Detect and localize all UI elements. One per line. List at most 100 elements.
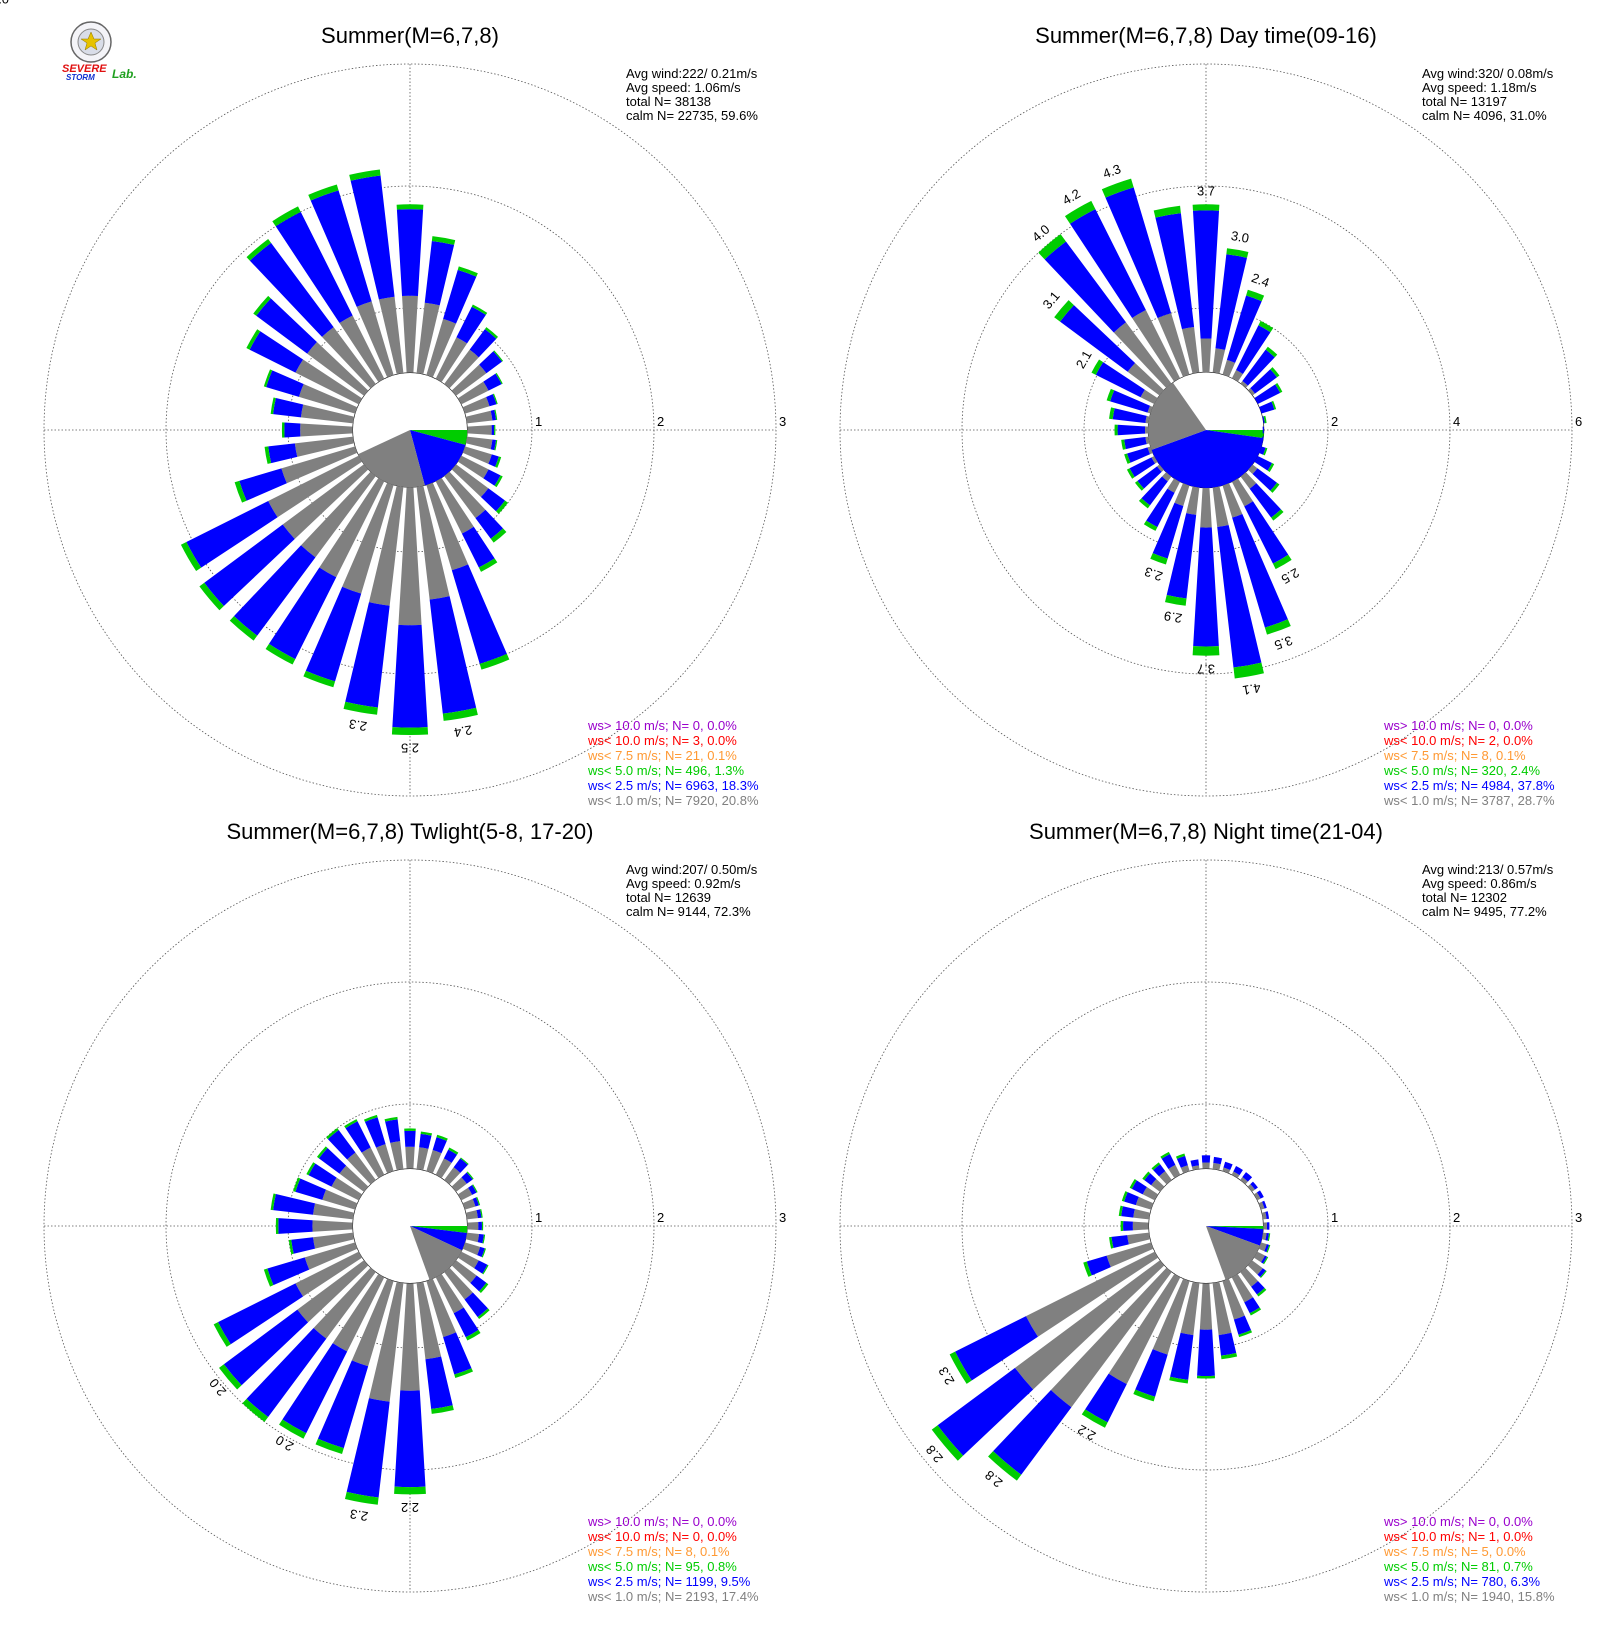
bar-segment-lt1 <box>298 383 358 414</box>
direction-bar-170 <box>1212 486 1264 679</box>
bar-segment-lt5 <box>213 1322 231 1347</box>
bar-segment-lt1 <box>465 1210 478 1220</box>
direction-bar-70 <box>462 393 498 414</box>
direction-bar-100 <box>465 1232 486 1244</box>
direction-bar-280 <box>1109 407 1150 424</box>
bar-segment-lt1 <box>1132 1221 1149 1231</box>
direction-bar-270 <box>281 422 353 438</box>
bar-segment-lt5 <box>344 1491 379 1505</box>
sector-value-label: 2.4 <box>453 722 473 740</box>
direction-bar-330 <box>1160 1151 1181 1179</box>
bar-segment-lt2_5 <box>1137 466 1162 489</box>
direction-bar-340 <box>1175 1153 1190 1174</box>
bar-segment-lt1 <box>356 301 394 378</box>
direction-bar-260 <box>288 1232 355 1255</box>
bar-segment-lt2_5 <box>392 624 428 728</box>
sector-value-label: 2.8 <box>982 1467 1005 1490</box>
bar-segment-lt1 <box>1113 322 1172 388</box>
bar-segment-lt1 <box>1180 1281 1200 1336</box>
legend-entry: ws< 1.0 m/s; N= 2193, 17.4% <box>587 1589 759 1604</box>
bar-segment-lt2_5 <box>443 1332 472 1375</box>
direction-bar-140 <box>1240 1267 1267 1297</box>
bar-segment-lt1 <box>347 1152 376 1185</box>
bar-segment-lt5 <box>264 446 272 464</box>
bar-segment-lt2_5 <box>1070 209 1146 318</box>
direction-bar-310 <box>253 295 369 396</box>
calm-hub-sector <box>1151 430 1264 488</box>
sector-value-label: 2.3 <box>349 1506 369 1524</box>
bar-segment-lt5 <box>316 1146 328 1159</box>
direction-bar-100 <box>1261 436 1264 444</box>
bar-segment-lt1 <box>313 1203 355 1220</box>
direction-bar-130 <box>1248 464 1280 493</box>
direction-bar-260 <box>1109 1232 1151 1249</box>
direction-bar-100 <box>1261 1232 1271 1241</box>
direction-bar-150 <box>1231 1273 1262 1316</box>
direction-bar-70 <box>462 1196 481 1210</box>
legend-entry: ws< 10.0 m/s; N= 1, 0.0% <box>1383 1529 1533 1544</box>
bar-segment-lt1 <box>1127 362 1164 396</box>
bar-segment-lt2_5 <box>474 1260 488 1274</box>
ring-label: 1 <box>535 414 542 429</box>
bar-segment-lt2_5 <box>1190 1159 1199 1167</box>
bar-segment-lt5 <box>1169 1376 1189 1384</box>
bar-segment-lt2_5 <box>1250 1181 1258 1190</box>
direction-bar-160 <box>1222 1278 1253 1338</box>
bar-segment-lt2_5 <box>1233 1315 1252 1335</box>
bar-segment-lt5 <box>1083 1261 1092 1277</box>
bar-segment-lt2_5 <box>468 1185 477 1195</box>
bar-segment-lt1 <box>331 1177 363 1201</box>
bar-segment-lt1 <box>313 1267 376 1339</box>
bar-segment-lt5 <box>270 1193 276 1211</box>
direction-bar-10 <box>1212 1156 1223 1171</box>
bar-segment-lt1 <box>1240 381 1248 388</box>
bar-segment-lt5 <box>1192 646 1220 656</box>
bar-segment-lt2_5 <box>396 209 424 297</box>
bar-segment-lt2_5 <box>1060 305 1136 372</box>
bar-segment-lt1 <box>1222 359 1236 377</box>
bar-segment-lt5 <box>478 558 498 572</box>
direction-bar-120 <box>1253 1251 1269 1265</box>
bar-segment-lt2_5 <box>1232 513 1288 628</box>
bar-segment-lt2_5 <box>1265 1233 1270 1241</box>
bar-segment-lt5 <box>494 439 498 451</box>
bar-segment-lt1 <box>1106 1242 1154 1268</box>
direction-bar-80 <box>1262 415 1267 424</box>
bar-segment-lt5 <box>1133 1389 1156 1402</box>
stat-line: Avg speed: 1.18m/s <box>1422 80 1537 95</box>
bar-segment-lt1 <box>1147 405 1153 414</box>
bar-segment-lt2_5 <box>310 190 372 307</box>
windrose-panel-1: 2.0 2.4 2.5 2.3 1 2 3 Summer(M=6,7,8) Avg wind:2… <box>0 0 786 808</box>
bar-segment-lt1 <box>300 404 355 424</box>
bar-segment-lt5 <box>1142 1171 1151 1181</box>
direction-bar-150 <box>435 477 498 572</box>
bar-segment-lt5 <box>246 239 272 261</box>
bar-segment-lt2_5 <box>268 567 337 660</box>
bar-segment-lt1 <box>467 1221 479 1231</box>
bar-segment-lt2_5 <box>1105 187 1172 319</box>
bar-segment-lt2_5 <box>404 1130 416 1147</box>
bar-segment-lt1 <box>462 397 490 414</box>
direction-bar-20 <box>426 266 478 378</box>
direction-bar-240 <box>949 1251 1159 1384</box>
bar-segment-lt2_5 <box>464 1292 488 1318</box>
direction-bar-180 <box>1192 487 1220 656</box>
sector-value-label: 2.0 <box>206 1376 229 1399</box>
legend-entry: ws< 2.5 m/s; N= 1199, 9.5% <box>587 1574 751 1589</box>
bar-segment-lt5 <box>454 1368 473 1378</box>
bar-segment-lt5 <box>1081 1409 1108 1428</box>
direction-bar-80 <box>465 1209 483 1220</box>
bar-segment-lt5 <box>1238 1330 1253 1338</box>
bar-segment-lt1 <box>1231 478 1254 507</box>
bar-segment-lt1 <box>416 1147 429 1171</box>
legend-entry: ws< 7.5 m/s; N= 8, 0.1% <box>1383 748 1526 763</box>
bar-segment-lt2_5 <box>1085 1373 1127 1423</box>
direction-bar-110 <box>1258 1242 1271 1253</box>
bar-segment-lt5 <box>1267 1233 1271 1241</box>
bar-segment-lt5 <box>1038 234 1066 260</box>
sector-value-label: 2.2 <box>1075 1422 1098 1444</box>
bar-segment-lt1 <box>1200 487 1212 528</box>
bar-segment-lt5 <box>293 1177 301 1192</box>
logo-star-icon <box>80 31 102 51</box>
direction-bar-320 <box>1038 234 1172 388</box>
